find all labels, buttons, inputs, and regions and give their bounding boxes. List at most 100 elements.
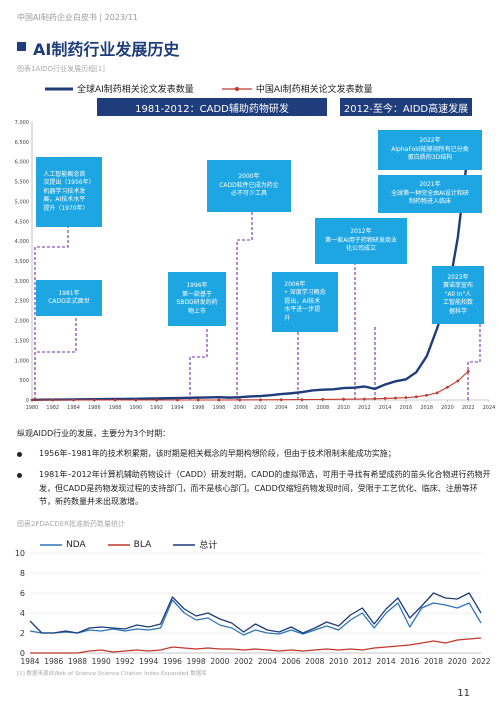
legend-total: 总计 [173,538,217,551]
y-tick-label: 1,500 [15,338,29,344]
x-tick-label: 1992 [150,405,163,411]
x-tick-label: 2022 [471,657,490,666]
legend-global-label: 全球AI制药相关论文发表数量 [77,85,194,95]
x-tick-label: 1994 [171,405,184,411]
legend-bla-label: BLA [133,539,152,550]
china-data-point [425,393,429,397]
china-data-point [362,397,366,401]
bullet-item-1: 1956年–1981年的技术积累期，该时期是相关概念的早期构想阶段，但由于技术限… [17,447,491,461]
era-cadd-banner: 1981-2012：CADD辅助药物研发 [97,98,327,116]
legend-global-line-icon [45,87,73,90]
bullet-dot-icon [17,473,22,478]
series-total-line [29,592,482,634]
china-data-point [466,370,470,373]
y-tick-label: 4 [20,609,25,618]
china-data-point [394,396,397,400]
x-tick-label: 2020 [441,405,454,411]
x-tick-label: 2008 [316,405,329,411]
china-data-point [404,396,408,400]
china-data-point [300,398,304,402]
x-tick-label: 2014 [377,657,396,666]
y-tick-label: 5,000 [15,199,29,205]
x-tick-label: 2010 [329,657,348,666]
x-tick-label: 2020 [448,657,467,666]
x-tick-label: 1986 [44,657,63,666]
china-data-point [238,398,242,402]
page-number: 11 [457,688,470,699]
x-tick-label: 2004 [275,405,288,411]
section-intro: 纵观AIDD行业的发展，主要分为3个时期： [17,429,171,438]
x-tick-label: 1984 [20,657,39,666]
figure1-label: 图表1AIDD行业发展历程[1] [17,65,106,73]
china-data-point [113,398,117,402]
china-data-point [456,379,460,383]
legend-nda-line-icon [40,543,62,546]
page-header: 中国AI制药企业白皮书 | 2023/11 [17,13,138,22]
x-tick-label: 1982 [46,405,59,411]
legend-nda: NDA [40,540,86,550]
x-tick-label: 2010 [337,405,350,411]
y-tick-label: 500 [19,378,29,384]
bullet-item-2: 1981年–2012年计算机辅助药物设计（CADD）研发时期，CADD的虚拟筛选… [17,468,491,509]
figure2-label: 图表2FDACDER批准新药数量统计 [17,520,125,528]
callout-1996: 1996年 第一款基于 SBDD研发的药 物上市 [168,272,226,326]
y-tick-label: 0 [20,649,25,658]
x-tick-label: 2000 [210,657,229,666]
callout-2006: 2006年 • 深度学习概念 提出，AI技术 水平进一步提 升 [272,272,338,332]
series-bla-line [30,637,482,654]
x-tick-label: 1986 [88,405,101,411]
china-data-point [155,398,159,402]
legend-global: 全球AI制药相关论文发表数量 [45,82,194,95]
x-tick-label: 2004 [258,657,277,666]
series-nda-line [29,599,482,636]
y-tick-label: 2,000 [15,319,29,325]
legend-total-label: 总计 [199,541,218,551]
y-tick-label: 0 [26,398,29,404]
dashed-connector [467,324,481,400]
x-tick-label: 1996 [163,657,182,666]
dashed-connector [34,227,69,400]
x-tick-label: 2002 [234,657,253,666]
legend-bla: BLA [107,539,152,550]
callout-2022: 2022年 AlphaFold能够测所有已分类 蛋白质的3D结构 [378,130,482,170]
x-tick-label: 1990 [129,405,142,411]
y-tick-label: 3,500 [15,259,29,265]
y-tick-label: 4,500 [15,219,29,225]
x-tick-label: 1994 [139,657,158,666]
callout-2023: 2023年 赛诺菲宣布 "All In"人 工智能和数 据科学 [432,266,484,324]
bullet-text-1: 1956年–1981年的技术积累期，该时期是相关概念的早期构想阶段，但由于技术限… [39,449,396,458]
y-tick-label: 4,000 [15,239,29,245]
china-data-point [279,398,283,402]
x-tick-label: 2012 [358,405,371,411]
china-data-point [435,391,439,395]
x-tick-label: 2000 [233,405,246,411]
y-tick-label: 5,500 [15,180,29,186]
bullet-text-2: 1981年–2012年计算机辅助药物设计（CADD）研发时期，CADD的虚拟筛选… [39,470,491,506]
y-tick-label: 2 [20,629,25,638]
y-tick-label: 8 [20,569,25,578]
x-tick-label: 1996 [192,405,205,411]
callout-1956: 人工智能概念首 次提出（1956年） 机器学习技术发 展，AI技术水平 提升（1… [36,157,102,227]
x-tick-label: 2016 [400,657,419,666]
y-tick-label: 6,500 [15,140,29,146]
page-title: AI制药行业发展历史 [33,40,180,59]
title-square-icon [17,42,26,51]
legend-china-label: 中国AI制药相关论文发表数量 [255,85,373,95]
legend-bla-line-icon [107,543,130,546]
x-tick-label: 2014 [379,405,392,411]
x-tick-label: 1988 [68,657,87,666]
x-tick-label: 1990 [92,657,111,666]
china-data-point [446,385,449,389]
callout-2000: 2000年 CADD软件已成为药企 必不可少工具 [207,160,291,212]
y-tick-label: 3,000 [15,279,29,285]
bullet-dot-icon [17,452,22,457]
china-data-point [342,397,345,401]
china-data-point [217,398,221,402]
callout-2012: 2012年 第一家AI用于药物研发商业 化公司成立 [315,218,407,264]
china-data-point [196,398,200,402]
china-data-point [51,398,55,402]
y-tick-label: 6,000 [15,160,29,166]
china-data-point [30,398,34,402]
china-data-point [321,398,325,401]
x-tick-label: 1984 [67,405,80,411]
